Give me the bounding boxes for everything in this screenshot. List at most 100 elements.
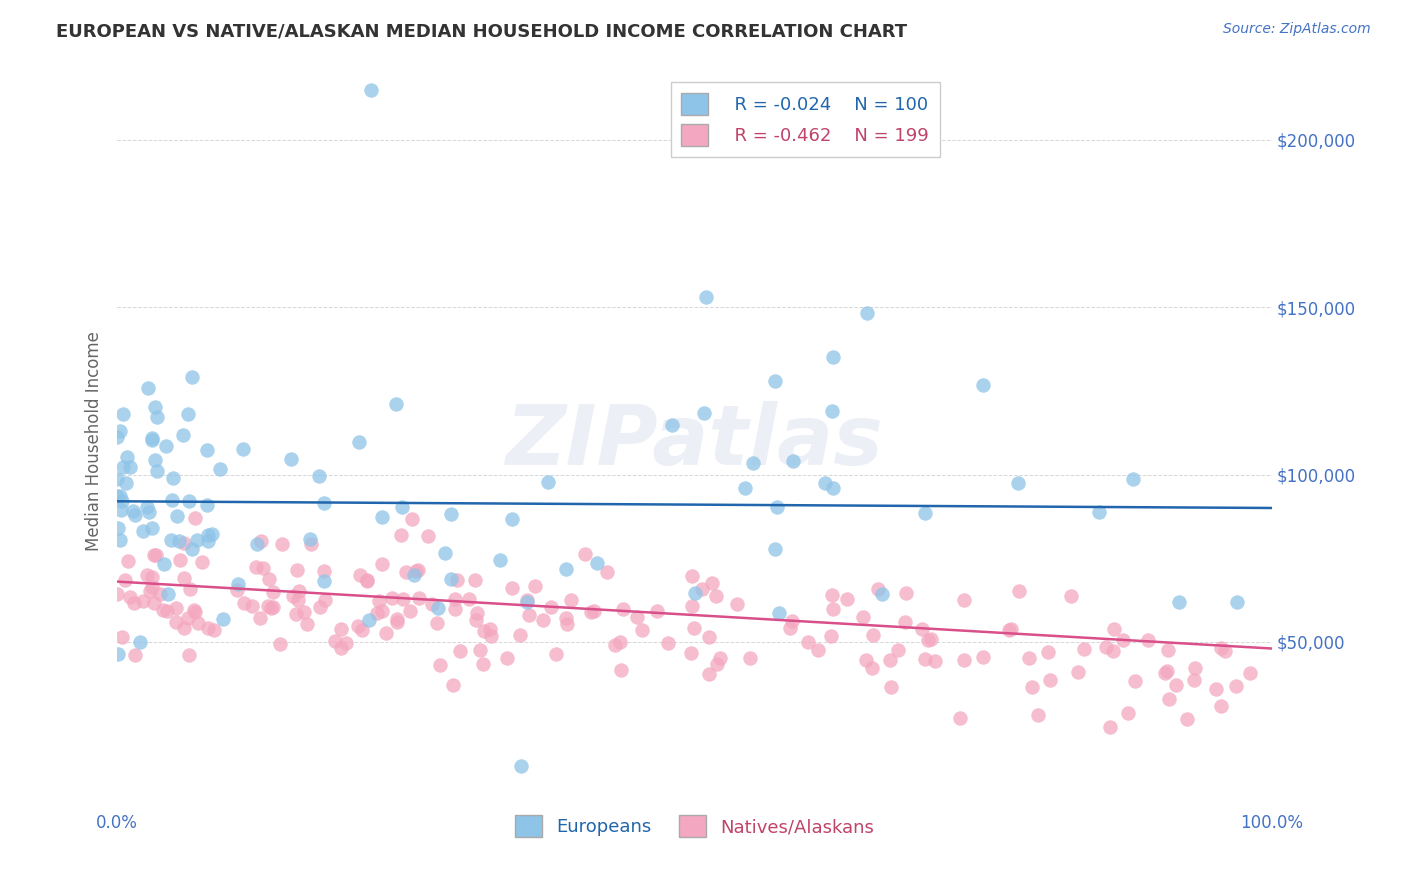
Point — [356, 574, 378, 588]
Point — [1073, 642, 1095, 657]
Point — [479, 622, 502, 636]
Point — [443, 601, 465, 615]
Point — [162, 471, 184, 485]
Point — [574, 548, 596, 562]
Point — [141, 431, 163, 445]
Point — [112, 407, 135, 421]
Point — [177, 611, 200, 625]
Point — [186, 533, 208, 547]
Point — [679, 646, 702, 660]
Point — [692, 406, 714, 420]
Point — [695, 290, 717, 304]
Point — [173, 571, 195, 585]
Point — [821, 403, 844, 417]
Point — [308, 468, 330, 483]
Point — [856, 305, 879, 319]
Point — [586, 557, 609, 571]
Point — [612, 601, 634, 615]
Point — [645, 604, 668, 618]
Point — [807, 642, 830, 657]
Point — [509, 628, 531, 642]
Point — [269, 637, 291, 651]
Point — [314, 496, 336, 510]
Point — [375, 625, 398, 640]
Point — [111, 460, 134, 475]
Point — [921, 632, 943, 646]
Point — [872, 587, 894, 601]
Point — [661, 417, 683, 432]
Y-axis label: Median Household Income: Median Household Income — [86, 331, 103, 551]
Point — [367, 594, 389, 608]
Point — [371, 604, 394, 618]
Point — [285, 607, 308, 622]
Point — [149, 587, 172, 601]
Point — [197, 621, 219, 635]
Point — [862, 628, 884, 642]
Point — [697, 666, 720, 681]
Point — [285, 563, 308, 577]
Point — [595, 565, 617, 579]
Point — [111, 630, 134, 644]
Point — [766, 500, 789, 515]
Point — [138, 505, 160, 519]
Point — [371, 510, 394, 524]
Point — [697, 630, 720, 644]
Point — [257, 572, 280, 586]
Point — [1239, 665, 1261, 680]
Point — [972, 649, 994, 664]
Point — [1213, 644, 1236, 658]
Point — [820, 629, 842, 643]
Point — [560, 592, 582, 607]
Point — [681, 568, 703, 582]
Point — [298, 532, 321, 546]
Point — [187, 616, 209, 631]
Point — [366, 607, 388, 621]
Point — [914, 507, 936, 521]
Point — [280, 451, 302, 466]
Point — [734, 482, 756, 496]
Point — [156, 587, 179, 601]
Point — [240, 599, 263, 613]
Point — [292, 605, 315, 619]
Point — [1157, 692, 1180, 706]
Point — [537, 475, 560, 489]
Point — [457, 591, 479, 606]
Point — [129, 635, 152, 649]
Point — [416, 529, 439, 543]
Point — [860, 661, 883, 675]
Point — [427, 601, 450, 615]
Point — [208, 462, 231, 476]
Point — [191, 555, 214, 569]
Point — [626, 610, 648, 624]
Point — [1168, 595, 1191, 609]
Point — [823, 481, 845, 495]
Point — [472, 624, 495, 639]
Point — [179, 648, 201, 662]
Point — [725, 597, 748, 611]
Point — [681, 599, 703, 613]
Point — [141, 521, 163, 535]
Point — [1209, 640, 1232, 655]
Point — [309, 600, 332, 615]
Point — [554, 562, 576, 576]
Point — [257, 599, 280, 614]
Point — [1007, 476, 1029, 491]
Point — [489, 553, 512, 567]
Point — [180, 541, 202, 556]
Point — [1039, 673, 1062, 687]
Point — [136, 568, 159, 582]
Point — [779, 621, 801, 635]
Point — [357, 613, 380, 627]
Point — [142, 596, 165, 610]
Point — [657, 636, 679, 650]
Point — [855, 653, 877, 667]
Point — [1000, 622, 1022, 636]
Point — [352, 623, 374, 637]
Point — [603, 638, 626, 652]
Point — [953, 593, 976, 607]
Point — [110, 494, 132, 508]
Point — [1156, 643, 1178, 657]
Point — [496, 650, 519, 665]
Point — [1136, 632, 1159, 647]
Point — [107, 647, 129, 661]
